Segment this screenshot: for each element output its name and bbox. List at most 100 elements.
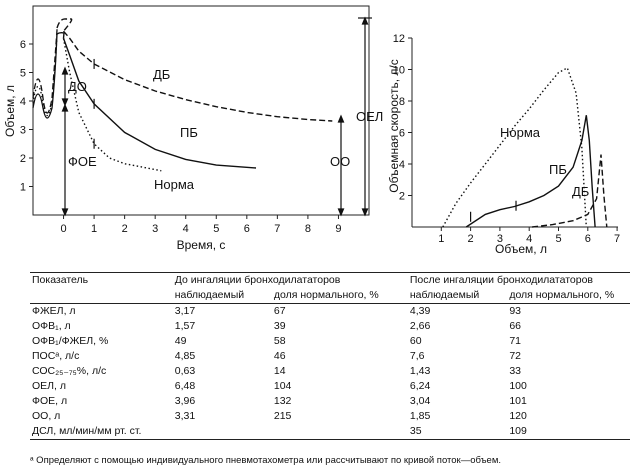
- pb-inspiration-plateau: [56, 31, 65, 39]
- header-row-groups: Показатель До ингаляции бронходилататоро…: [30, 272, 630, 288]
- row-name-cell: ОФВ₁/ФЖЕЛ, %: [32, 335, 109, 347]
- oo-arrow-up: [337, 114, 345, 123]
- left-series: [32, 18, 333, 172]
- left-plot-frame: [32, 5, 370, 216]
- right-x-tick-label: 7: [614, 233, 620, 245]
- row-name-cell: ОО, л: [32, 410, 61, 422]
- after-observed-cell: 2,66: [409, 320, 431, 332]
- right-x-tick-label: 2: [468, 233, 474, 245]
- right-xlabel: Объем, л: [495, 242, 547, 256]
- left-y-tick-label: 3: [20, 125, 26, 137]
- right-y-tick-label: 4: [399, 159, 405, 171]
- label-db-left: ДБ: [153, 67, 170, 82]
- do-arrow-down: [61, 98, 69, 107]
- before-percent-cell: 215: [273, 410, 292, 422]
- after-observed-cell: 4,39: [409, 305, 431, 317]
- after-percent-cell: 101: [509, 395, 527, 407]
- before-percent-cell: 39: [273, 320, 286, 332]
- group-before-header: До ингаляции бронходилататоров: [172, 272, 408, 288]
- left-y-tick-label: 5: [20, 68, 26, 80]
- tidal-breath-trace: [32, 33, 58, 117]
- label-norma-right: Норма: [500, 125, 541, 140]
- oo-arrow-down: [337, 208, 345, 217]
- table-row: ОФВ₁/ФЖЕЛ, % 49 58 60 71: [30, 334, 630, 349]
- before-percent-cell: 132: [273, 395, 292, 407]
- sub-after-observed: наблюдаемый: [407, 288, 508, 304]
- table-row: СОС₂₅₋₇₅%, л/с 0,63 14 1,43 33: [30, 364, 630, 379]
- left-x-tick-label: 7: [274, 223, 280, 235]
- table-row: ФОЕ, л 3,96 132 3,04 101: [30, 394, 630, 409]
- left-y-tick-label: 4: [20, 96, 26, 108]
- db-inspiration-plateau: [56, 18, 73, 32]
- before-observed-cell: [172, 424, 272, 440]
- before-percent-cell: 104: [273, 380, 292, 392]
- results-table: Показатель До ингаляции бронходилататоро…: [30, 272, 630, 440]
- table-row: ОЕЛ, л 6,48 104 6,24 100: [30, 379, 630, 394]
- foe-arrow-down: [61, 208, 69, 217]
- before-observed-cell: 3,31: [174, 410, 196, 422]
- table-body: ФЖЕЛ, л 3,17 67 4,39 93 ОФВ₁, л 1,57 39 2,66 66 ОФ…: [30, 304, 630, 440]
- before-observed-cell: 0,63: [174, 365, 196, 377]
- row-name-cell: СОС₂₅₋₇₅%, л/с: [32, 365, 107, 377]
- before-percent-cell: 46: [273, 350, 286, 362]
- footnote: ᵃ Определяют с помощью индивидуального п…: [30, 455, 502, 466]
- after-percent-cell: 71: [509, 335, 521, 347]
- oel-arrow-up: [361, 16, 369, 25]
- after-observed-cell: 3,04: [409, 395, 431, 407]
- after-percent-cell: 93: [509, 305, 521, 317]
- before-percent-cell: [271, 424, 408, 440]
- right-x-tick-label: 5: [555, 233, 561, 245]
- table-row: ПОСᵃ, л/с 4,85 46 7,6 72: [30, 349, 630, 364]
- left-series-line: [62, 30, 333, 122]
- after-percent-cell: 120: [509, 410, 527, 422]
- before-observed-cell: 6,48: [174, 380, 196, 392]
- after-percent-cell: 100: [509, 380, 527, 392]
- row-name-cell: ПОСᵃ, л/с: [32, 350, 80, 362]
- do-arrow-up: [61, 66, 69, 75]
- left-x-tick-label: 0: [60, 223, 66, 235]
- right-x-tick-label: 1: [438, 233, 444, 245]
- after-observed-cell: 1,43: [409, 365, 431, 377]
- volume-time-chart: 0 1 2 3 4 5 6 7 8 9 1 2 3 4 5 6 Объем, л Время, с ДБ ПБ…: [3, 5, 383, 252]
- table-row: ОФВ₁, л 1,57 39 2,66 66: [30, 319, 630, 334]
- left-ticks: 0 1 2 3 4 5 6 7 8 9 1 2 3 4 5 6: [20, 39, 342, 235]
- before-observed-cell: 3,17: [174, 305, 196, 317]
- right-x-tick-label: 4: [526, 233, 532, 245]
- row-name-cell: ФЖЕЛ, л: [32, 305, 76, 317]
- right-y-tick-label: 6: [399, 128, 405, 140]
- tidal-breath-trace: [32, 28, 58, 114]
- left-brackets: [61, 16, 372, 217]
- col-param-header: Показатель: [30, 272, 173, 288]
- left-series-line: [62, 38, 257, 169]
- row-name-cell: ФОЕ, л: [32, 395, 68, 407]
- before-percent-cell: 67: [273, 305, 286, 317]
- left-x-tick-label: 5: [213, 223, 219, 235]
- left-y-tick-label: 6: [20, 39, 26, 51]
- label-db-right: ДБ: [572, 184, 589, 199]
- row-name-cell: ОЕЛ, л: [32, 380, 67, 392]
- left-series-line: [62, 38, 162, 172]
- after-percent-cell: 66: [509, 320, 521, 332]
- table-row: ДСЛ, мл/мин/мм рт. ст. 35 109: [30, 424, 630, 440]
- left-x-tick-label: 2: [122, 223, 128, 235]
- results-table-area: Показатель До ингаляции бронходилататоро…: [30, 272, 630, 440]
- left-x-tick-label: 4: [183, 223, 189, 235]
- before-percent-cell: 14: [273, 365, 286, 377]
- right-ylabel: Объемная скорость, л/с: [387, 59, 401, 193]
- before-observed-cell: 49: [174, 335, 187, 347]
- sub-before-observed: наблюдаемый: [172, 288, 272, 304]
- sub-before-percent: доля нормального, %: [271, 288, 408, 304]
- before-observed-cell: 3,96: [174, 395, 196, 407]
- before-observed-cell: 1,57: [174, 320, 196, 332]
- right-x-tick-label: 3: [497, 233, 503, 245]
- table-row: ФЖЕЛ, л 3,17 67 4,39 93: [30, 304, 630, 320]
- label-pb-left: ПБ: [180, 125, 198, 140]
- after-observed-cell: 1,85: [409, 410, 431, 422]
- right-series-line: [465, 115, 596, 228]
- row-name-cell: ОФВ₁, л: [32, 320, 71, 332]
- left-x-tick-label: 6: [244, 223, 250, 235]
- label-foe: ФОЕ: [68, 154, 97, 169]
